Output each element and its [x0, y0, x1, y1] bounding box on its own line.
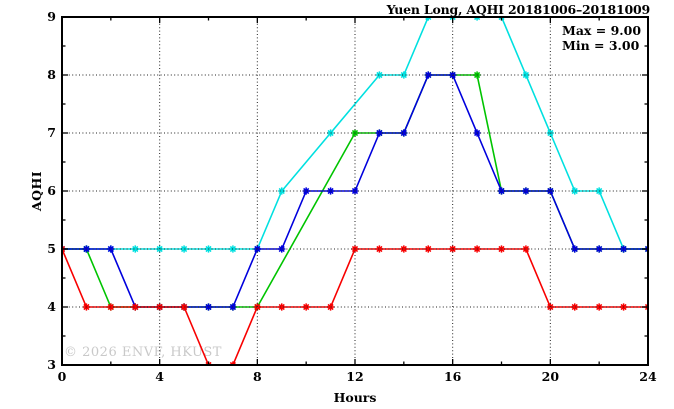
- x-tick-label: 12: [346, 369, 364, 384]
- x-tick-label: 0: [57, 369, 67, 384]
- y-tick-label: 4: [47, 299, 56, 314]
- y-tick-label: 9: [47, 9, 56, 24]
- y-tick-label: 5: [47, 241, 56, 256]
- x-tick-label: 24: [639, 369, 657, 384]
- watermark: © 2026 ENVF, HKUST: [64, 345, 222, 360]
- x-tick-label: 20: [541, 369, 560, 384]
- chart-title: Yuen Long, AQHI 20181006–20181009: [386, 2, 651, 17]
- gridlines: [62, 17, 648, 365]
- y-tick-label: 6: [47, 183, 56, 198]
- x-tick-label: 16: [443, 369, 462, 384]
- x-tick-label: 8: [252, 369, 262, 384]
- max-value-label: Max = 9.00: [562, 23, 642, 38]
- x-tick-label: 4: [155, 369, 164, 384]
- y-tick-label: 8: [47, 67, 56, 82]
- x-axis-label: Hours: [333, 390, 377, 405]
- y-tick-label: 7: [47, 125, 56, 140]
- y-tick-label: 3: [47, 357, 56, 372]
- min-value-label: Min = 3.00: [562, 38, 640, 53]
- max-min-annotation: Max = 9.00 Min = 3.00: [562, 23, 641, 53]
- axis-ticks: [61, 16, 649, 366]
